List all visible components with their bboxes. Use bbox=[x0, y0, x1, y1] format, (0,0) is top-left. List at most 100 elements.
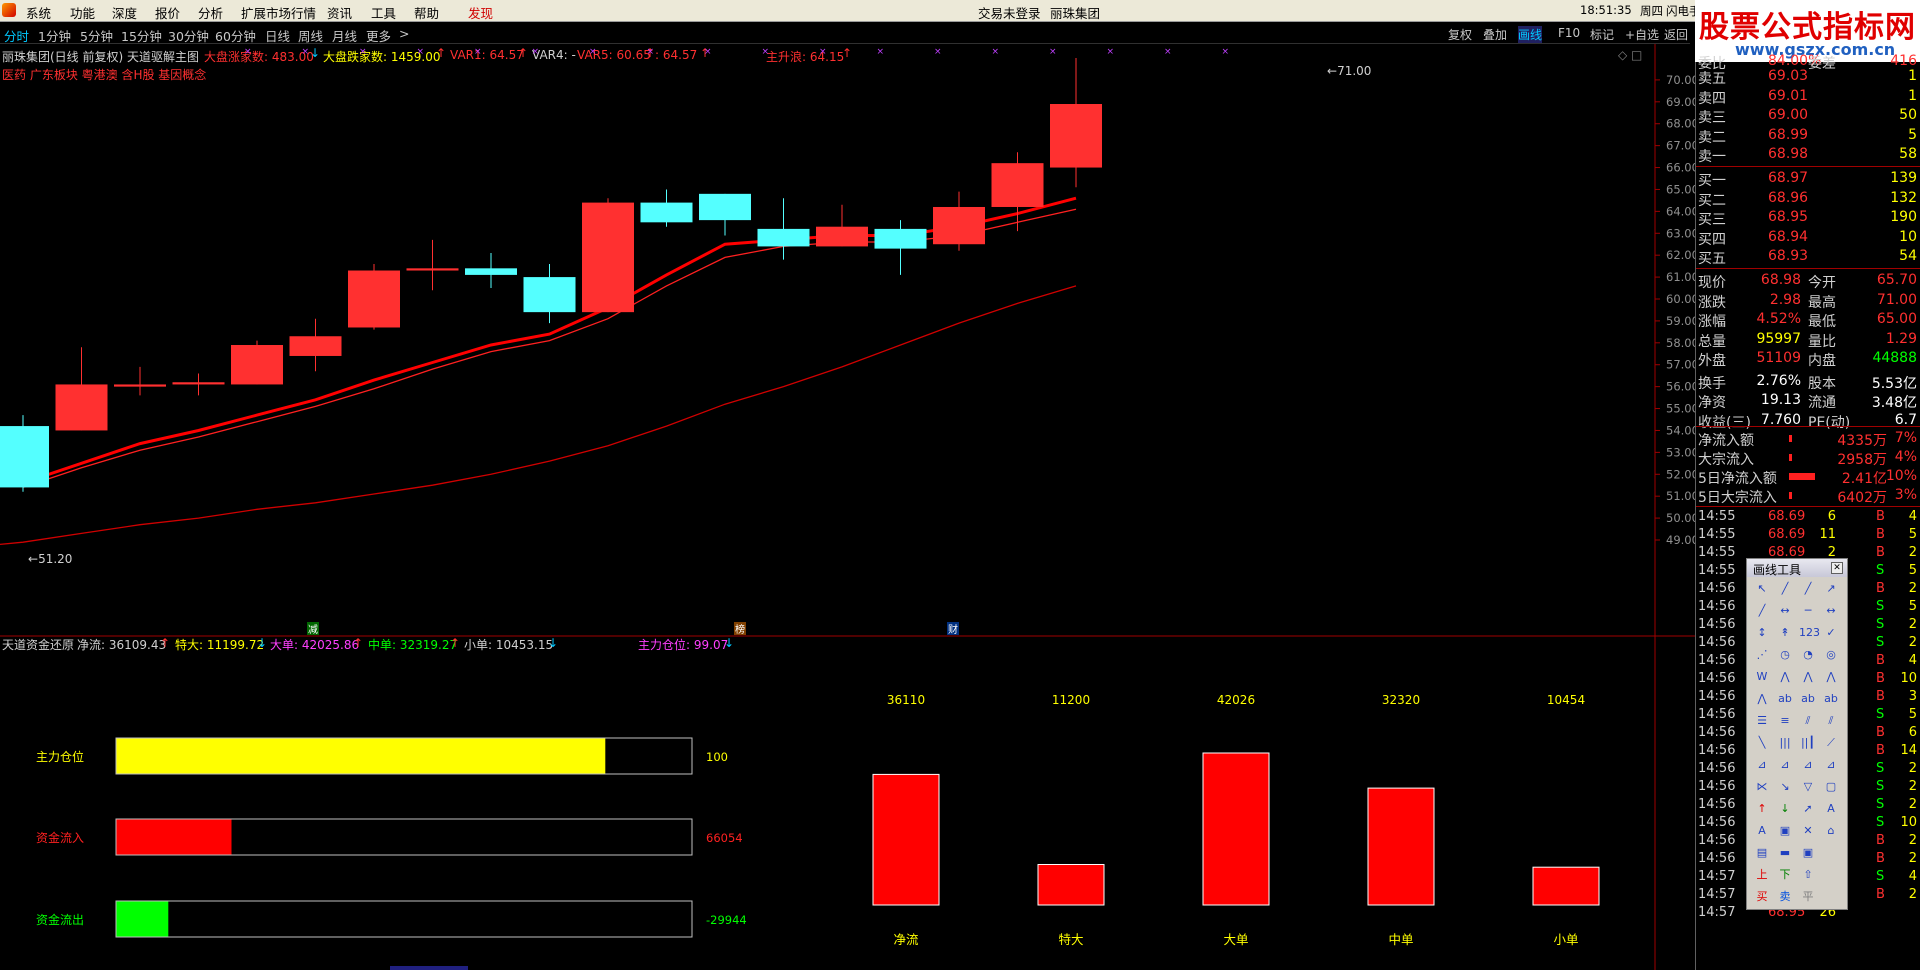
tab-60min[interactable]: 60分钟 bbox=[215, 29, 256, 44]
ask-row[interactable]: 卖一 68.98 58 bbox=[1696, 146, 1920, 165]
stat-row[interactable]: 涨跌 2.98 最高 71.00 bbox=[1696, 292, 1920, 311]
draw-tool-icon[interactable]: ⊿ bbox=[1826, 758, 1836, 771]
draw-tool-icon[interactable]: ▽ bbox=[1803, 780, 1813, 793]
restore-rights-button[interactable]: 复权 bbox=[1448, 28, 1473, 42]
draw-tool-icon[interactable]: ☰ bbox=[1757, 714, 1767, 727]
draw-tool-icon[interactable]: ✓ bbox=[1826, 626, 1836, 639]
stat-row[interactable]: 换手 2.76% 股本 5.53亿 bbox=[1696, 373, 1920, 392]
menu-tools[interactable]: 工具 bbox=[371, 6, 397, 21]
close-icon[interactable]: ✕ bbox=[1831, 562, 1843, 574]
menu-discover[interactable]: 发现 bbox=[468, 6, 494, 21]
menu-system[interactable]: 系统 bbox=[26, 6, 52, 21]
draw-tool-icon[interactable]: ab bbox=[1801, 692, 1815, 705]
flash-trade-button[interactable]: 闪电手 bbox=[1666, 4, 1701, 18]
draw-tool-icon[interactable]: ╲ bbox=[1758, 736, 1766, 749]
draw-tool-icon[interactable]: ▬ bbox=[1779, 846, 1791, 859]
draw-tool-icon[interactable]: ⋀ bbox=[1803, 670, 1813, 683]
draw-tool-icon[interactable]: ⋰ bbox=[1756, 648, 1768, 661]
draw-tool-icon[interactable]: ↕ bbox=[1757, 626, 1767, 639]
draw-tool-icon[interactable]: A bbox=[1758, 824, 1766, 837]
draw-tool-icon[interactable]: ◷ bbox=[1780, 648, 1790, 661]
draw-tool-icon[interactable]: ▤ bbox=[1756, 846, 1768, 859]
draw-tool-icon[interactable]: ↔ bbox=[1780, 604, 1790, 617]
draw-tool-icon[interactable]: ↔ bbox=[1826, 604, 1836, 617]
ask-row[interactable]: 卖四 69.01 1 bbox=[1696, 88, 1920, 107]
event-marker-finance[interactable] bbox=[947, 622, 959, 635]
draw-tool-icon[interactable]: W bbox=[1756, 670, 1768, 683]
draw-tool-icon[interactable]: ↖ bbox=[1757, 582, 1767, 595]
tab-15min[interactable]: 15分钟 bbox=[121, 29, 162, 44]
menu-extended-market[interactable]: 扩展市场行情 bbox=[241, 6, 317, 21]
order-ratio-row[interactable]: 委比 84.00% 委差 416 bbox=[1696, 53, 1920, 72]
draw-tool-icon[interactable]: ✕ bbox=[1803, 824, 1813, 837]
menu-depth[interactable]: 深度 bbox=[112, 6, 138, 21]
draw-tool-icon[interactable]: ≡ bbox=[1780, 714, 1790, 727]
draw-tool-icon[interactable]: ▢ bbox=[1825, 780, 1837, 793]
stat-row[interactable]: 外盘 51109 内盘 44888 bbox=[1696, 350, 1920, 369]
tab-5min[interactable]: 5分钟 bbox=[80, 29, 113, 44]
timeline-scroll-thumb[interactable] bbox=[390, 966, 468, 970]
back-button[interactable]: 返回 bbox=[1664, 28, 1689, 42]
draw-tool-icon[interactable]: 下 bbox=[1779, 868, 1791, 881]
ask-row[interactable]: 卖三 69.00 50 bbox=[1696, 107, 1920, 126]
menu-quote[interactable]: 报价 bbox=[155, 6, 181, 21]
draw-tool-icon[interactable] bbox=[1822, 845, 1840, 861]
tab-monthly[interactable]: 月线 bbox=[332, 29, 358, 44]
bid-row[interactable]: 买四 68.94 10 bbox=[1696, 229, 1920, 248]
draw-tool-icon[interactable] bbox=[1822, 867, 1840, 883]
draw-tool-icon[interactable]: ╱ bbox=[1804, 582, 1812, 595]
draw-tool-icon[interactable]: ⫽ bbox=[1805, 714, 1811, 727]
ask-row[interactable]: 卖五 69.03 1 bbox=[1696, 68, 1920, 87]
draw-tool-icon[interactable]: A bbox=[1827, 802, 1835, 815]
flow-row[interactable]: 大宗流入 2958万 4% bbox=[1696, 449, 1920, 468]
menu-function[interactable]: 功能 bbox=[70, 6, 96, 21]
draw-tool-icon[interactable]: ◔ bbox=[1803, 648, 1813, 661]
draw-tool-icon[interactable]: ⋉ bbox=[1756, 780, 1768, 793]
tab-daily[interactable]: 日线 bbox=[265, 29, 291, 44]
draw-tool-icon[interactable]: 平 bbox=[1802, 890, 1814, 903]
draw-tool-icon[interactable]: ─ bbox=[1804, 604, 1812, 617]
bid-row[interactable]: 买五 68.93 54 bbox=[1696, 248, 1920, 267]
draw-tool-icon[interactable]: ⊿ bbox=[1757, 758, 1767, 771]
draw-tool-icon[interactable] bbox=[1822, 889, 1840, 905]
draw-tool-icon[interactable]: ab bbox=[1824, 692, 1838, 705]
overlay-button[interactable]: 叠加 bbox=[1483, 28, 1508, 42]
tab-intraday[interactable]: 分时 bbox=[4, 29, 30, 44]
draw-tool-icon[interactable]: ➚ bbox=[1803, 802, 1813, 815]
flow-row[interactable]: 净流入额 4335万 7% bbox=[1696, 430, 1920, 449]
stat-row[interactable]: 涨幅 4.52% 最低 65.00 bbox=[1696, 311, 1920, 330]
login-status[interactable]: 交易未登录 bbox=[978, 6, 1041, 21]
f10-button[interactable]: F10 bbox=[1558, 26, 1581, 40]
draw-tool-icon[interactable]: ⌂ bbox=[1827, 824, 1835, 837]
flow-row[interactable]: 5日净流入额 2.41亿 10% bbox=[1696, 468, 1920, 487]
tick-row[interactable]: 14:55 68.69 2 B 2 bbox=[1696, 545, 1920, 563]
draw-tool-icon[interactable]: ⊿ bbox=[1803, 758, 1813, 771]
flow-row[interactable]: 5日大宗流入 6402万 3% bbox=[1696, 487, 1920, 506]
stat-row[interactable]: 净资 19.13 流通 3.48亿 bbox=[1696, 392, 1920, 411]
draw-tool-icon[interactable]: ⫽ bbox=[1828, 714, 1834, 727]
stat-row[interactable]: 总量 95997 量比 1.29 bbox=[1696, 331, 1920, 350]
menu-analysis[interactable]: 分析 bbox=[198, 6, 224, 21]
mark-button[interactable]: 标记 bbox=[1590, 28, 1615, 42]
tick-row[interactable]: 14:55 68.69 6 B 4 bbox=[1696, 509, 1920, 527]
draw-tool-icon[interactable]: ⋀ bbox=[1780, 670, 1790, 683]
draw-tool-icon[interactable]: ↑ bbox=[1757, 802, 1767, 815]
draw-tool-icon[interactable]: ⇧ bbox=[1803, 868, 1813, 881]
draw-tool-icon[interactable]: ⟋ bbox=[1827, 736, 1835, 749]
kline-chart[interactable]: 70.00 69.00 68.00 67.00 66.00 65.00 64.00 63.00… bbox=[0, 44, 1695, 970]
draw-tools-titlebar[interactable]: 画线工具 ✕ bbox=[1747, 559, 1847, 577]
menu-info[interactable]: 资讯 bbox=[327, 6, 353, 21]
draw-tool-icon[interactable]: ╱ bbox=[1758, 604, 1766, 617]
tab-more[interactable]: 更多 bbox=[366, 29, 392, 44]
draw-tool-icon[interactable]: ⋀ bbox=[1826, 670, 1836, 683]
menu-help[interactable]: 帮助 bbox=[414, 6, 440, 21]
draw-tool-icon[interactable]: 卖 bbox=[1779, 890, 1791, 903]
tab-1min[interactable]: 1分钟 bbox=[38, 29, 71, 44]
toolbar-scroll-right-icon[interactable]: > bbox=[399, 26, 410, 41]
expand-icon[interactable]: ◇ □ bbox=[1618, 48, 1643, 62]
draw-tool-icon[interactable]: ||┃ bbox=[1800, 736, 1816, 749]
tab-30min[interactable]: 30分钟 bbox=[168, 29, 209, 44]
draw-tool-icon[interactable]: ╱ bbox=[1781, 582, 1789, 595]
tab-weekly[interactable]: 周线 bbox=[298, 29, 324, 44]
add-watchlist-button[interactable]: +自选 bbox=[1625, 28, 1660, 42]
